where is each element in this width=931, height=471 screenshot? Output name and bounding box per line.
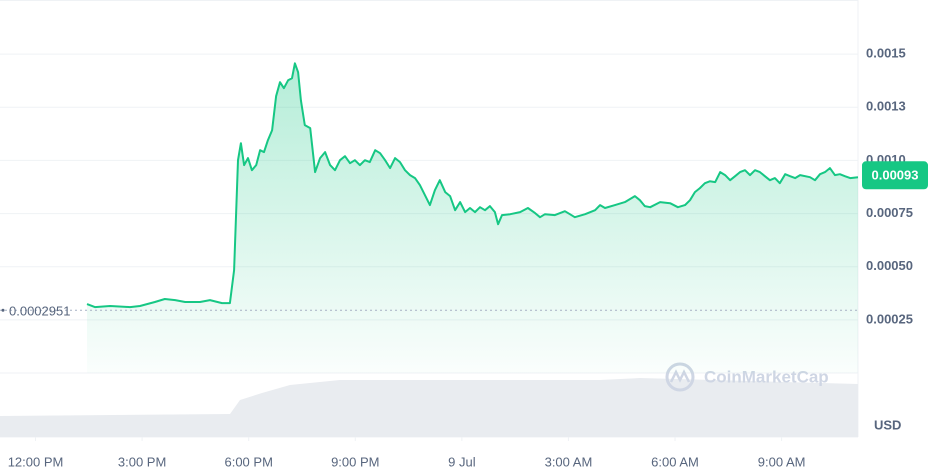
x-tick-label: 9:00 PM xyxy=(331,454,379,469)
currency-label: USD xyxy=(874,417,901,432)
y-tick-label: 0.0015 xyxy=(866,46,906,61)
x-tick-label: 3:00 PM xyxy=(118,454,166,469)
plot: 0.000250.000500.000750.00100.00130.00151… xyxy=(0,46,928,469)
y-tick-label: 0.00075 xyxy=(866,205,913,220)
reference-label: 0.0002951 xyxy=(9,304,70,319)
x-tick-label: 12:00 PM xyxy=(8,454,64,469)
reference-dot xyxy=(1,308,5,312)
current-price-badge xyxy=(862,161,928,190)
y-tick-label: 0.00025 xyxy=(866,311,913,326)
y-tick-label: 0.0013 xyxy=(866,99,906,114)
x-tick-label: 3:00 AM xyxy=(545,454,593,469)
x-tick-label: 9 Jul xyxy=(448,454,476,469)
x-tick-label: 6:00 PM xyxy=(224,454,272,469)
x-tick-label: 6:00 AM xyxy=(651,454,699,469)
price-line xyxy=(86,62,859,309)
current-price-label: 0.00093 xyxy=(872,168,919,183)
x-tick-label: 9:00 AM xyxy=(758,454,806,469)
price-area xyxy=(87,63,858,374)
volume-area xyxy=(0,378,858,437)
y-tick-label: 0.00050 xyxy=(866,258,913,273)
